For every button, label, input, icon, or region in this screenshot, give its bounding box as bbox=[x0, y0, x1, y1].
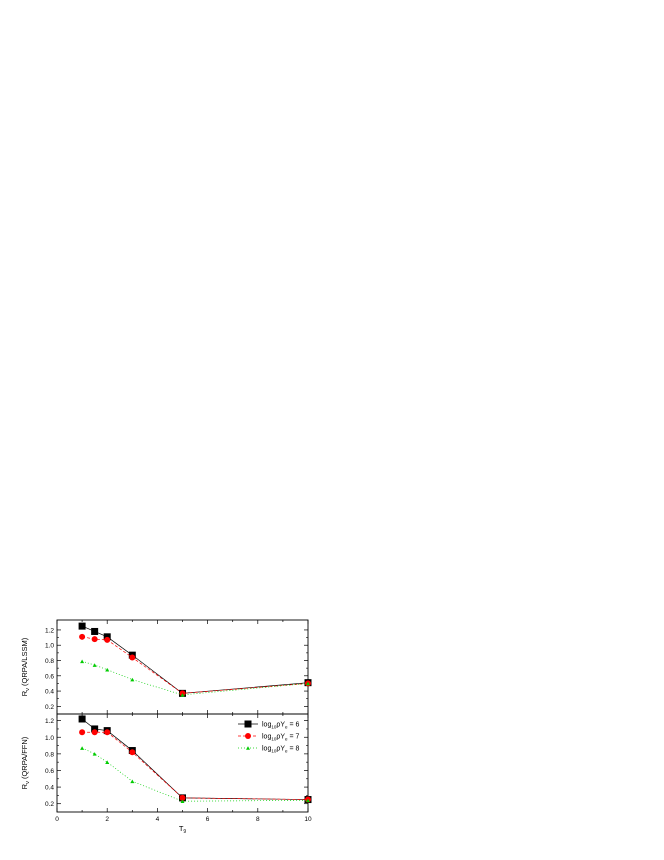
series-line bbox=[81, 625, 309, 694]
x-tick-label: 2 bbox=[105, 816, 109, 823]
legend-label: log10ρYe = 6 bbox=[262, 722, 300, 730]
series-s6 bbox=[78, 715, 312, 804]
data-point bbox=[105, 760, 110, 764]
y-tick-label: 0.8 bbox=[45, 658, 54, 665]
y-tick-label: 1.2 bbox=[45, 627, 54, 634]
legend-entry-s8: log10ρYe = 8 bbox=[238, 746, 300, 754]
data-point bbox=[80, 659, 85, 664]
legend-subscript: e bbox=[285, 749, 288, 754]
x-axis-label-symbol: T bbox=[179, 824, 184, 833]
data-point bbox=[78, 622, 86, 630]
data-point bbox=[92, 663, 97, 667]
data-point bbox=[91, 725, 99, 733]
series-line bbox=[81, 660, 309, 696]
y-axis-label-subscript: ν bbox=[25, 688, 31, 691]
data-point bbox=[306, 681, 310, 686]
y-tick-label: 0.8 bbox=[45, 751, 54, 758]
series-line bbox=[82, 731, 309, 800]
legend-value: = 8 bbox=[288, 746, 300, 753]
x-tick-label: 4 bbox=[156, 816, 160, 823]
y-tick-label: 1.2 bbox=[45, 718, 54, 725]
x-axis-label: T9 bbox=[179, 824, 187, 835]
data-point bbox=[91, 636, 98, 643]
panel-bottom: 0.2 0.4 0.6 0.8 1.0 1.2 Rν (QRPA/FFN) bbox=[20, 713, 312, 813]
y-axis-label: Rν (QRPA/LSSM) bbox=[20, 637, 31, 696]
x-axis-label-subscript: 9 bbox=[183, 829, 186, 835]
x-tick-label: 8 bbox=[256, 816, 260, 823]
legend-entry-s6: log10ρYe = 6 bbox=[238, 720, 300, 730]
x-tick-label: 6 bbox=[206, 816, 210, 823]
data-point bbox=[306, 798, 310, 803]
legend-marker bbox=[244, 720, 252, 728]
data-point bbox=[92, 752, 97, 756]
y-tick-label: 0.2 bbox=[45, 801, 54, 808]
data-point bbox=[130, 779, 135, 784]
y-tick-label: 0.4 bbox=[45, 689, 54, 696]
data-point bbox=[130, 677, 135, 682]
legend-label: log10ρYe = 8 bbox=[262, 746, 300, 754]
y-axis-label-symbol: R bbox=[20, 783, 29, 789]
y-axis-label: Rν (QRPA/FFN) bbox=[20, 736, 31, 789]
legend-subscript: e bbox=[285, 725, 288, 730]
y-tick-label: 0.2 bbox=[45, 704, 54, 711]
data-point bbox=[91, 627, 99, 635]
legend-log-base: 10 bbox=[271, 737, 277, 742]
legend-log: log bbox=[262, 746, 271, 753]
legend-log-base: 10 bbox=[271, 725, 277, 730]
y-tick-label: 0.6 bbox=[45, 768, 54, 775]
data-point bbox=[79, 633, 86, 640]
legend-rho: ρY bbox=[276, 722, 285, 729]
legend-marker bbox=[245, 733, 251, 739]
y-axis-label-text: (QRPA/FFN) bbox=[20, 736, 29, 781]
data-point bbox=[129, 749, 136, 756]
y-axis-label-text: (QRPA/LSSM) bbox=[20, 637, 29, 688]
legend-value: = 6 bbox=[288, 722, 300, 729]
y-axis-label-symbol: R bbox=[20, 690, 29, 696]
legend-rho: ρY bbox=[276, 734, 285, 741]
legend-subscript: e bbox=[285, 737, 288, 742]
legend-entry-s7: log10ρYe = 7 bbox=[238, 733, 300, 742]
series-s8 bbox=[80, 659, 310, 697]
legend-log: log bbox=[262, 734, 271, 741]
y-tick-label: 0.6 bbox=[45, 673, 54, 680]
data-point bbox=[104, 729, 111, 736]
data-point bbox=[180, 693, 185, 697]
y-tick-label: 1.0 bbox=[45, 735, 54, 742]
legend-rho: ρY bbox=[276, 746, 285, 753]
x-tick-label: 10 bbox=[304, 816, 312, 823]
series-line bbox=[81, 747, 309, 802]
y-tick-label: 0.4 bbox=[45, 785, 54, 792]
series-s7 bbox=[79, 633, 311, 697]
legend-log: log bbox=[262, 722, 271, 729]
data-point bbox=[179, 794, 186, 801]
legend-label: log10ρYe = 7 bbox=[262, 734, 300, 742]
series-line bbox=[81, 718, 309, 800]
data-point bbox=[129, 654, 136, 661]
legend-value: = 7 bbox=[288, 734, 300, 741]
legend-marker bbox=[246, 746, 250, 750]
data-point bbox=[180, 799, 185, 804]
series-line bbox=[82, 636, 309, 694]
series-s7 bbox=[79, 729, 311, 803]
data-point bbox=[79, 729, 86, 736]
data-point bbox=[91, 729, 98, 736]
data-point bbox=[80, 746, 85, 750]
y-tick-label: 1.0 bbox=[45, 643, 54, 650]
legend-log-base: 10 bbox=[271, 749, 277, 754]
series-s8 bbox=[80, 746, 310, 804]
y-axis-label-subscript: ν bbox=[25, 781, 31, 784]
x-tick-label: 0 bbox=[55, 816, 59, 823]
data-point bbox=[105, 667, 110, 672]
panel-top: 0.2 0.4 0.6 0.8 1.0 1.2 Rν (QRPA/LSSM) bbox=[20, 619, 312, 715]
data-point bbox=[103, 633, 111, 641]
data-point bbox=[104, 636, 111, 643]
data-point bbox=[78, 715, 86, 723]
